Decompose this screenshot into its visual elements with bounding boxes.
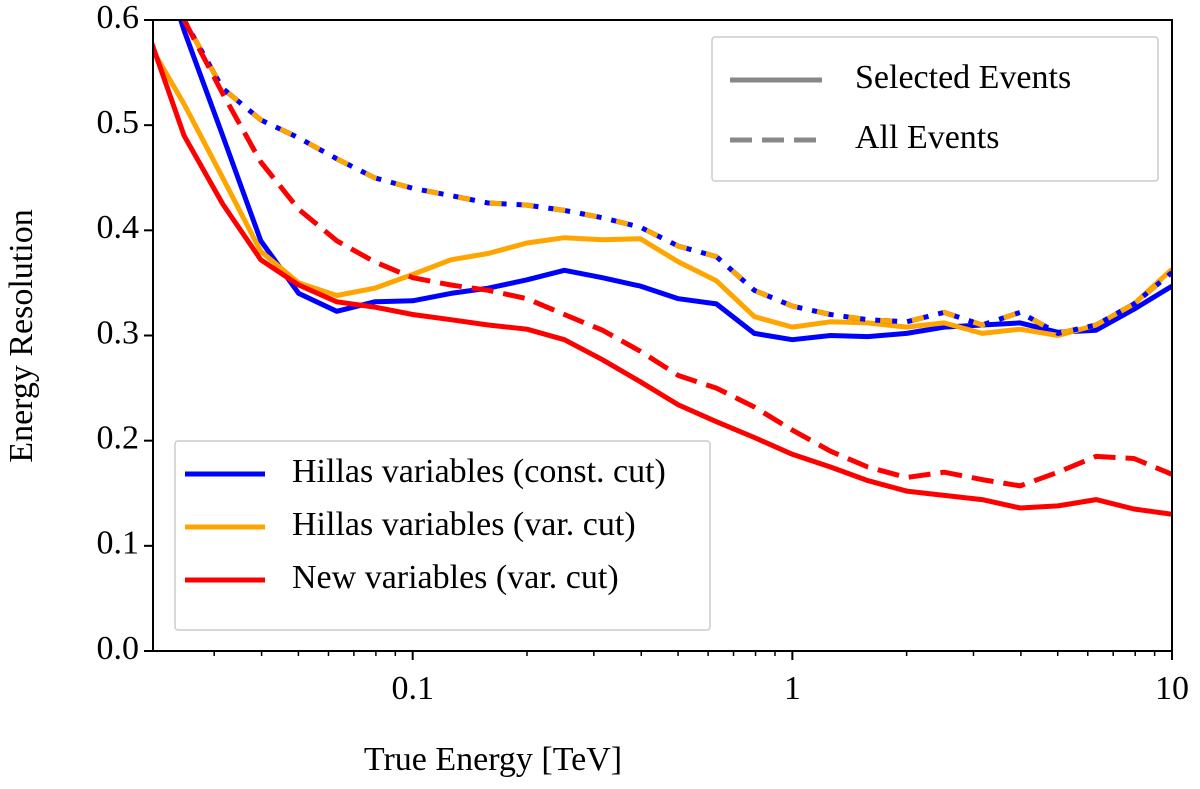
legend-label: New variables (var. cut): [292, 559, 619, 596]
line: [178, 20, 1172, 343]
line: [153, 39, 1172, 517]
line: [153, 45, 1172, 338]
x-tick-label: 1: [784, 670, 801, 707]
legend-label: Selected Events: [855, 59, 1071, 96]
legend-label: Hillas variables (const. cut): [292, 453, 666, 490]
y-tick-label: 0.6: [97, 0, 140, 36]
y-tick-label: 0.4: [97, 209, 140, 246]
y-tick-label: 0.1: [97, 525, 140, 562]
plot-lines: [153, 20, 1172, 517]
legend-label: Hillas variables (var. cut): [292, 506, 636, 543]
legend-box: [711, 36, 1159, 182]
y-axis-label: Energy Resolution: [3, 209, 40, 462]
x-tick-label: 0.1: [391, 670, 434, 707]
y-tick-label: 0.3: [97, 314, 140, 351]
dashed-line: [181, 20, 1172, 489]
legend-box: [174, 440, 711, 631]
dashed-line: [181, 20, 1172, 336]
legend-label: All Events: [855, 119, 999, 156]
y-tick-label: 0.5: [97, 104, 140, 141]
y-tick-label: 0.2: [97, 419, 140, 456]
y-tick-label: 0.0: [97, 630, 140, 667]
x-tick-label: 10: [1155, 670, 1189, 707]
x-axis-label: True Energy [TeV]: [364, 741, 622, 778]
